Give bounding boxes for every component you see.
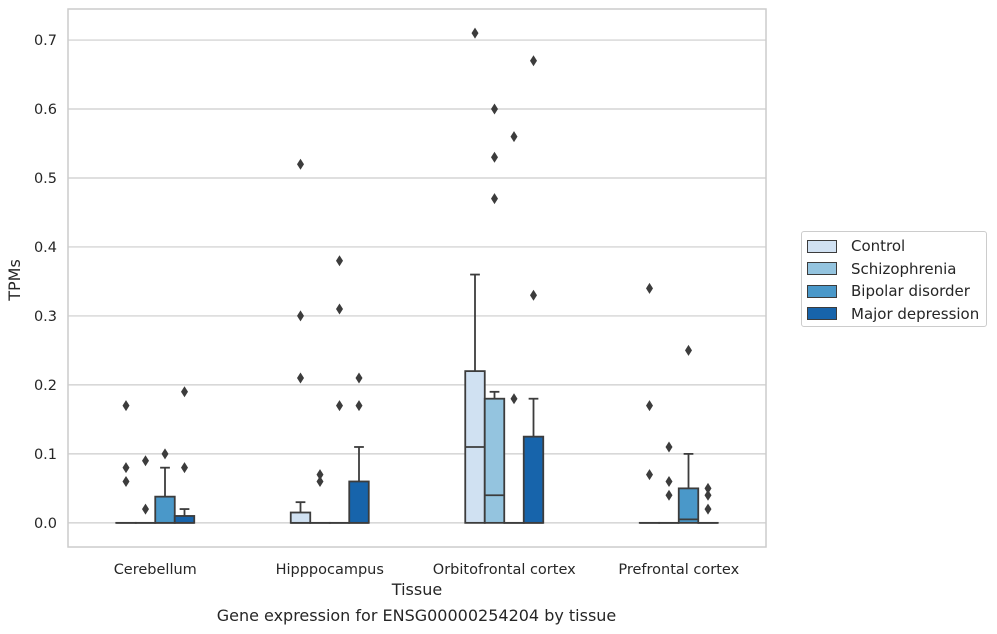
box-body — [522, 435, 545, 524]
outlier-point — [336, 303, 343, 315]
box-major-depression — [348, 372, 370, 524]
outlier-point — [665, 489, 673, 501]
outlier-point — [122, 462, 130, 474]
outlier-point — [122, 475, 130, 487]
box-body — [289, 511, 312, 524]
x-tick-label: Cerebellum — [114, 562, 197, 578]
outlier-point — [297, 310, 304, 322]
outlier-point — [297, 158, 304, 170]
box-schizophrenia — [309, 469, 331, 524]
outlier-point — [704, 482, 712, 494]
outlier-point — [316, 469, 324, 481]
outlier-point — [491, 193, 498, 205]
y-tick-label: 0.0 — [34, 516, 57, 532]
y-tick-label: 0.5 — [34, 171, 57, 187]
box-control — [638, 282, 661, 524]
outlier-point — [142, 455, 149, 467]
box-control — [289, 158, 312, 524]
box-schizophrenia — [658, 441, 680, 524]
legend-swatch — [807, 239, 837, 253]
box-control — [115, 400, 137, 524]
outlier-point — [161, 448, 169, 460]
outlier-point — [665, 475, 673, 487]
x-tick-label: Hipppocampus — [276, 562, 384, 578]
box-bipolar-disorder — [503, 131, 525, 524]
outlier-point — [530, 55, 537, 67]
outlier-point — [142, 503, 149, 515]
x-axis-label: Tissue — [391, 580, 442, 599]
outlier-point — [646, 282, 653, 294]
outlier-point — [646, 469, 653, 481]
x-tick-label: Prefrontal cortex — [618, 562, 739, 578]
outlier-point — [510, 131, 518, 143]
x-tick-labels: Cerebellum Hipppocampus Orbitofrontal cort… — [114, 562, 740, 578]
legend-item: Schizophrenia — [807, 258, 986, 281]
box-bipolar-disorder — [154, 448, 176, 524]
box-body — [173, 515, 196, 524]
box-schizophrenia — [483, 103, 506, 524]
y-tick-label: 0.1 — [34, 447, 57, 463]
box-series — [115, 27, 719, 524]
plot-area-border — [67, 8, 767, 548]
outlier-point — [704, 503, 712, 515]
box-schizophrenia — [134, 455, 157, 524]
figure-caption: Gene expression for ENSG00000254204 by t… — [216, 606, 617, 625]
box-major-depression — [697, 482, 719, 524]
box-body — [348, 480, 370, 524]
outlier-point — [510, 393, 518, 405]
legend: Control Schizophrenia Bipolar disorder Majo… — [801, 231, 987, 327]
x-tick-label: Orbitofrontal cortex — [433, 562, 576, 578]
outlier-point — [530, 289, 537, 301]
outlier-point — [181, 462, 188, 474]
outlier-point — [336, 400, 343, 412]
legend-label: Control — [851, 237, 906, 256]
legend-label: Schizophrenia — [851, 259, 957, 278]
outlier-point — [181, 386, 188, 398]
legend-swatch — [807, 262, 837, 276]
outlier-point — [646, 400, 653, 412]
legend-label: Major depression — [851, 304, 980, 323]
box-major-depression — [173, 386, 196, 524]
legend-swatch — [807, 284, 837, 298]
box-bipolar-disorder — [328, 255, 351, 524]
box-body — [483, 397, 506, 524]
box-body — [154, 495, 176, 524]
outlier-point — [355, 372, 363, 384]
outlier-point — [491, 151, 498, 163]
y-tick-label: 0.3 — [34, 309, 57, 325]
outlier-point — [704, 489, 712, 501]
legend-item: Major depression — [807, 303, 986, 326]
legend-label: Bipolar disorder — [851, 282, 970, 301]
outlier-point — [355, 400, 363, 412]
box-body — [677, 487, 700, 524]
y-tick-label: 0.6 — [34, 102, 57, 118]
y-tick-label: 0.2 — [34, 378, 57, 394]
outlier-point — [665, 441, 673, 453]
y-tick-label: 0.7 — [34, 33, 57, 49]
y-tick-labels: 0.0 0.1 0.2 0.3 0.4 0.5 0.6 0.7 — [34, 33, 57, 532]
outlier-point — [316, 475, 324, 487]
legend-item: Control — [807, 235, 986, 258]
outlier-point — [336, 255, 343, 267]
gridlines — [68, 39, 766, 524]
box-major-depression — [522, 55, 545, 524]
outlier-point — [471, 27, 479, 39]
outlier-point — [685, 344, 692, 356]
outlier-point — [122, 400, 130, 412]
outlier-point — [491, 103, 498, 115]
box-control — [464, 27, 486, 524]
box-bipolar-disorder — [677, 344, 700, 524]
outlier-point — [297, 372, 304, 384]
legend-swatch — [807, 307, 837, 321]
y-tick-label: 0.4 — [34, 240, 57, 256]
y-axis-label: TPMs — [5, 259, 24, 302]
legend-item: Bipolar disorder — [807, 280, 986, 303]
